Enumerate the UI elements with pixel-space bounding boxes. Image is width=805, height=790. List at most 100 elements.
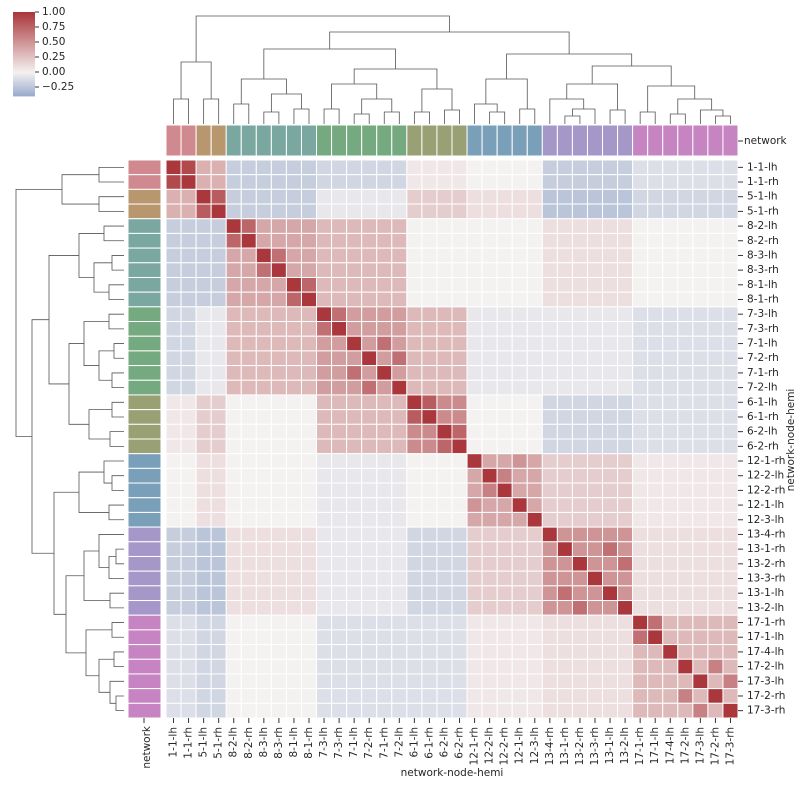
colorbar-slice — [13, 58, 35, 60]
heatmap-cell — [346, 174, 363, 190]
heatmap-cell — [421, 644, 438, 660]
heatmap-cell — [496, 188, 513, 205]
network-strip-cell — [270, 124, 287, 157]
heatmap-cell — [541, 585, 558, 602]
heatmap-cell — [556, 614, 573, 631]
heatmap-cell — [511, 658, 528, 675]
heatmap-cell — [436, 247, 453, 264]
heatmap-cell — [571, 306, 588, 323]
heatmap-cell — [255, 688, 272, 704]
dendrogram-branch — [195, 15, 450, 62]
colorbar-slice — [13, 71, 35, 73]
heatmap-cell — [316, 409, 333, 425]
network-strip-cell — [127, 321, 162, 337]
dendrogram-branch — [103, 225, 124, 242]
y-tick-label: 8-3-lh — [747, 249, 778, 261]
heatmap-cell — [466, 482, 483, 499]
heatmap-cell — [571, 585, 588, 602]
heatmap-cell — [391, 394, 408, 411]
heatmap-cell — [300, 702, 318, 719]
colorbar-slice — [13, 52, 35, 54]
heatmap-cell — [617, 291, 634, 308]
colorbar-slice — [13, 13, 35, 15]
heatmap-cell — [270, 644, 287, 660]
colorbar-slice — [13, 68, 35, 70]
heatmap-cell — [270, 365, 287, 381]
heatmap-cell — [677, 423, 694, 440]
network-strip-cell — [225, 124, 242, 157]
heatmap-cell — [602, 306, 619, 323]
colorbar-slice — [13, 66, 35, 68]
heatmap-cell — [481, 497, 498, 513]
heatmap-cell — [285, 702, 302, 719]
heatmap-cell — [451, 541, 468, 557]
heatmap-cell — [406, 365, 423, 381]
colorbar-slice — [13, 79, 35, 81]
heatmap-cell — [496, 423, 513, 440]
heatmap-cell — [692, 262, 709, 278]
x-tick-label: 17-3-lh — [694, 727, 706, 764]
heatmap-cell — [556, 570, 573, 587]
heatmap-cell — [331, 306, 348, 323]
heatmap-cell — [632, 335, 649, 352]
heatmap-cell — [376, 585, 393, 602]
heatmap-cell — [165, 482, 182, 499]
colorbar-tick-label: 0.25 — [42, 51, 65, 63]
heatmap-cell — [406, 555, 423, 572]
heatmap-cell — [707, 306, 724, 323]
heatmap-cell — [255, 438, 272, 455]
heatmap-cell — [165, 335, 182, 352]
heatmap-cell — [451, 203, 468, 220]
network-strip-cell — [127, 541, 162, 557]
heatmap-cell — [647, 555, 664, 572]
heatmap-cell — [165, 423, 182, 440]
heatmap-cell — [346, 379, 363, 396]
heatmap-cell — [511, 614, 528, 631]
heatmap-cell — [662, 306, 679, 323]
heatmap-cell — [677, 291, 694, 308]
heatmap-cell — [707, 394, 724, 411]
heatmap-cell — [677, 232, 694, 249]
heatmap-cell — [481, 673, 498, 690]
y-tick-label: 17-2-lh — [747, 661, 784, 673]
x-tick-label: 13-2-rh — [574, 727, 586, 765]
heatmap-cell — [586, 365, 604, 381]
heatmap-cell — [195, 541, 212, 557]
heatmap-cell — [436, 658, 453, 675]
x-tick-label: 6-1-lh — [408, 727, 420, 758]
y-tick-label: 8-2-lh — [747, 220, 778, 232]
x-tick-label: 17-2-lh — [679, 727, 691, 764]
heatmap-cell — [391, 438, 408, 455]
heatmap-cell — [692, 673, 709, 690]
heatmap-cell — [496, 467, 513, 484]
heatmap-cell — [331, 291, 348, 308]
heatmap-cell — [496, 394, 513, 411]
heatmap-cell — [436, 497, 453, 513]
colorbar-slice — [13, 67, 35, 69]
colorbar-slice — [13, 57, 35, 59]
heatmap-cell — [466, 218, 483, 234]
heatmap-cell — [180, 247, 197, 264]
colorbar-slice — [13, 17, 35, 19]
heatmap-cell — [316, 702, 333, 719]
heatmap-cell — [436, 585, 453, 602]
heatmap-cell — [722, 159, 739, 176]
heatmap-cell — [270, 159, 287, 176]
heatmap-cell — [421, 350, 438, 367]
dendrogram-branch — [572, 108, 596, 124]
heatmap-cell — [346, 306, 363, 323]
heatmap-cell — [331, 218, 348, 234]
heatmap-cell — [346, 247, 363, 264]
heatmap-cell — [270, 511, 287, 528]
heatmap-cell — [617, 306, 634, 323]
heatmap-cell — [541, 614, 558, 631]
heatmap-cell — [451, 291, 468, 308]
heatmap-cell — [451, 702, 468, 719]
heatmap-cell — [240, 188, 257, 205]
heatmap-cell — [571, 482, 588, 499]
network-strip-cell — [240, 124, 257, 157]
heatmap-cell — [481, 218, 498, 234]
heatmap-cell — [361, 291, 378, 308]
heatmap-cell — [541, 262, 558, 278]
heatmap-cell — [225, 218, 242, 234]
